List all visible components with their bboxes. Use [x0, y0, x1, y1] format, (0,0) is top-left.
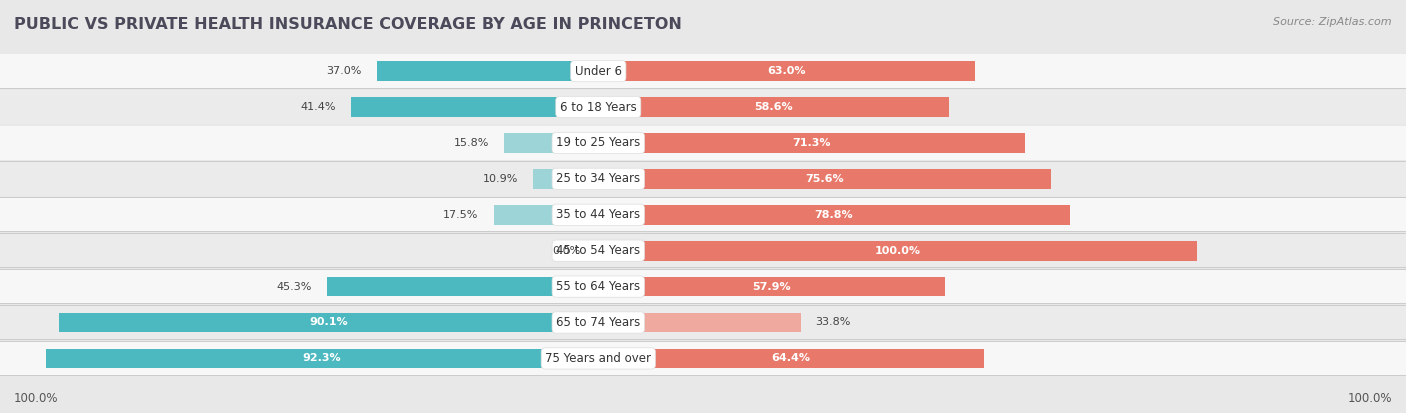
Text: 71.3%: 71.3% — [793, 138, 831, 148]
Bar — [599, 169, 1050, 189]
Bar — [599, 241, 1197, 261]
Bar — [599, 97, 949, 117]
Bar — [599, 133, 1025, 153]
Text: 33.8%: 33.8% — [815, 318, 851, 328]
Text: 25 to 34 Years: 25 to 34 Years — [557, 172, 640, 185]
Bar — [350, 97, 599, 117]
Text: 92.3%: 92.3% — [302, 354, 342, 363]
Bar — [0, 233, 1406, 268]
Text: 41.4%: 41.4% — [299, 102, 336, 112]
Bar — [46, 349, 599, 368]
Bar — [0, 126, 1406, 160]
Text: 45 to 54 Years: 45 to 54 Years — [557, 244, 640, 257]
Bar — [377, 61, 599, 81]
Bar — [0, 90, 1406, 124]
Bar — [59, 313, 599, 332]
Text: 15.8%: 15.8% — [453, 138, 489, 148]
Legend: Public Insurance, Private Insurance: Public Insurance, Private Insurance — [350, 410, 634, 413]
Text: PUBLIC VS PRIVATE HEALTH INSURANCE COVERAGE BY AGE IN PRINCETON: PUBLIC VS PRIVATE HEALTH INSURANCE COVER… — [14, 17, 682, 31]
Bar — [0, 162, 1406, 195]
Text: 35 to 44 Years: 35 to 44 Years — [557, 208, 640, 221]
Text: 19 to 25 Years: 19 to 25 Years — [557, 136, 640, 150]
Text: 0.0%: 0.0% — [553, 246, 581, 256]
Bar — [494, 205, 599, 225]
Bar — [0, 197, 1406, 232]
Bar — [0, 198, 1406, 231]
Bar — [0, 306, 1406, 339]
Bar — [599, 313, 800, 332]
Text: 100.0%: 100.0% — [875, 246, 921, 256]
Text: 100.0%: 100.0% — [1347, 392, 1392, 405]
Bar — [599, 61, 976, 81]
Bar — [503, 133, 599, 153]
Text: Source: ZipAtlas.com: Source: ZipAtlas.com — [1274, 17, 1392, 26]
Bar — [0, 126, 1406, 160]
Text: 37.0%: 37.0% — [326, 66, 361, 76]
Text: 6 to 18 Years: 6 to 18 Years — [560, 100, 637, 114]
Text: 64.4%: 64.4% — [772, 354, 810, 363]
Bar — [0, 270, 1406, 303]
Text: 57.9%: 57.9% — [752, 282, 790, 292]
Bar — [0, 161, 1406, 196]
Text: 10.9%: 10.9% — [482, 174, 519, 184]
Text: 55 to 64 Years: 55 to 64 Years — [557, 280, 640, 293]
Text: 75 Years and over: 75 Years and over — [546, 352, 651, 365]
Bar — [0, 54, 1406, 88]
Text: 65 to 74 Years: 65 to 74 Years — [557, 316, 640, 329]
Bar — [599, 349, 984, 368]
Text: 100.0%: 100.0% — [14, 392, 59, 405]
Text: 63.0%: 63.0% — [768, 66, 806, 76]
Text: 90.1%: 90.1% — [309, 318, 349, 328]
Text: 78.8%: 78.8% — [814, 210, 853, 220]
Bar — [0, 234, 1406, 267]
Bar — [0, 55, 1406, 88]
Bar — [599, 205, 1070, 225]
Text: 17.5%: 17.5% — [443, 210, 478, 220]
Bar — [0, 341, 1406, 376]
Text: 45.3%: 45.3% — [277, 282, 312, 292]
Bar — [0, 269, 1406, 304]
Bar — [0, 90, 1406, 124]
Text: Under 6: Under 6 — [575, 64, 621, 78]
Bar — [328, 277, 599, 297]
Bar — [533, 169, 599, 189]
Bar — [0, 305, 1406, 340]
Text: 58.6%: 58.6% — [754, 102, 793, 112]
Bar — [0, 342, 1406, 375]
Bar — [599, 277, 945, 297]
Text: 75.6%: 75.6% — [806, 174, 844, 184]
